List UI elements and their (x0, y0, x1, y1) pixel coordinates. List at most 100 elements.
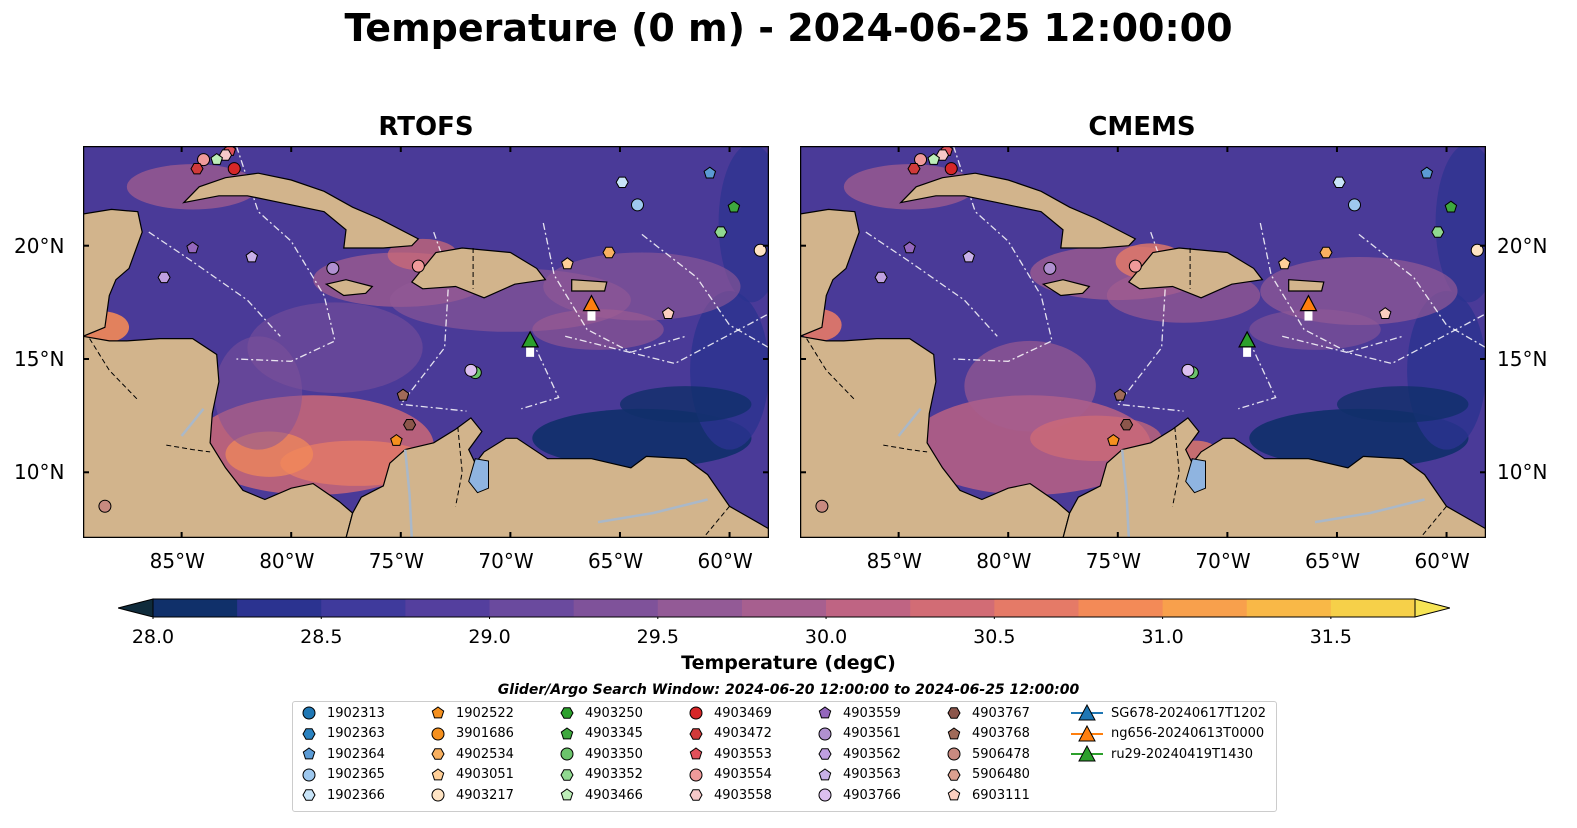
circle-marker-icon (689, 706, 703, 720)
legend-entry: 4903768 (942, 725, 1030, 743)
pentagon-marker-icon (689, 747, 703, 760)
cmems-land-cuba (899, 172, 1137, 249)
pentagon-marker (818, 706, 832, 719)
legend-entry: 4903562 (813, 745, 901, 763)
lon-tick-label-right: 70°W (1195, 549, 1251, 573)
circle-marker-icon (302, 706, 316, 720)
legend-entry: 4903558 (684, 786, 772, 804)
pentagon-marker (818, 767, 832, 780)
hexagon-marker (431, 748, 445, 760)
hexagon-marker (302, 727, 316, 740)
lat-tick-label-left: 10°N (14, 460, 65, 485)
pentagon-marker (431, 767, 445, 780)
lon-tick-label-right: 75°W (1085, 549, 1142, 573)
circle-marker-icon (560, 747, 574, 761)
cmems-ticks (800, 146, 1486, 538)
lat-tick-label-right: 15°N (1497, 346, 1548, 371)
hexagon-marker-icon (560, 768, 574, 781)
hexagon-marker (302, 789, 316, 801)
legend-entry: SG678-20240617T1202 (1071, 704, 1266, 722)
legend-label: 4903559 (843, 705, 901, 721)
rtofs-glider-track-ru29-20240419T1430 (526, 342, 535, 357)
legend-label: 4903766 (843, 787, 901, 803)
circle-marker (302, 768, 316, 781)
legend-entry: 4903554 (684, 766, 772, 784)
triangle-line-marker-icon (1071, 745, 1103, 762)
cmems-float-4903766 (1181, 363, 1195, 377)
legend-label: 1902313 (327, 705, 385, 721)
legend-label: 4903558 (714, 787, 772, 803)
hexagon-marker-icon (689, 727, 703, 740)
cmems-float-4903767 (1120, 419, 1134, 431)
rtofs-float-4903767 (403, 419, 417, 431)
lon-tick-label-left: 80°W (259, 549, 315, 573)
pentagon-marker (947, 788, 961, 801)
legend-entry: 5906480 (942, 766, 1030, 784)
hexagon-marker-icon (431, 748, 445, 760)
rtofs-glider-track-ng656-20240613T0000 (587, 306, 596, 321)
colorbar-tick-label: 28.0 (131, 626, 175, 648)
rtofs-float-4902534 (602, 246, 616, 259)
legend-entry: 4903217 (426, 786, 514, 804)
colorbar-segment (489, 599, 575, 617)
circle-marker (431, 788, 445, 802)
pentagon-marker-icon (560, 788, 574, 801)
circle-marker-icon (431, 788, 445, 802)
circle-marker-icon (689, 768, 703, 781)
legend-label: 4903051 (456, 767, 514, 782)
colorbar-segment (405, 599, 491, 617)
colorbar-segment (657, 599, 743, 617)
legend-label: 6903111 (972, 787, 1030, 803)
legend-entry: 4903345 (555, 725, 643, 743)
cmems-glider-ru29-20240419T1430 (1238, 330, 1257, 348)
legend-label: 1902365 (327, 767, 385, 782)
legend-label: SG678-20240617T1202 (1111, 705, 1267, 721)
lon-tick-label-right: 80°W (976, 549, 1032, 573)
cmems-float-4903472 (907, 163, 921, 175)
colorbar-segment (741, 599, 827, 617)
hexagon-marker (560, 768, 574, 781)
legend-entry: 4902534 (426, 745, 514, 763)
pentagon-marker-icon (431, 706, 445, 719)
circle-marker-icon (947, 747, 961, 761)
pentagon-marker-icon (947, 726, 961, 739)
pentagon-marker (947, 726, 961, 739)
rtofs-float-4903466 (210, 152, 223, 165)
rtofs-glider-ng656-20240613T0000 (582, 294, 601, 312)
hexagon-marker (818, 748, 832, 760)
rtofs-float-1902365 (630, 198, 644, 212)
pentagon-marker-icon (818, 706, 832, 719)
colorbar-tick-label: 31.0 (1141, 626, 1184, 648)
legend-label: 4903217 (456, 787, 514, 803)
cmems-float-1902364 (1420, 166, 1434, 179)
colorbar-label: Temperature (degC) (681, 652, 896, 674)
legend-label: 4903554 (714, 767, 772, 782)
hexagon-marker-icon (302, 727, 316, 740)
rtofs-float-1902364 (703, 166, 717, 179)
cmems-float-5906478 (815, 499, 829, 513)
circle-marker-icon (818, 788, 832, 802)
colorbar-segment (573, 599, 659, 617)
panel-title-rtofs: RTOFS (378, 112, 474, 142)
legend-label: 4903472 (714, 726, 772, 741)
hexagon-marker (947, 768, 961, 781)
triangle-line-marker-icon (1071, 724, 1103, 741)
circle-marker-icon (431, 727, 445, 740)
colorbar-segment (1162, 599, 1248, 617)
legend-entry: 4903466 (555, 786, 643, 804)
legend-label: 1902363 (327, 726, 385, 741)
colorbar-segment (826, 599, 911, 617)
rtofs-float-1902522 (390, 433, 403, 446)
rtofs-float-4903563 (245, 250, 259, 263)
rtofs-float-4903562 (157, 271, 171, 284)
cmems-lake (1185, 458, 1206, 494)
circle-marker (560, 747, 574, 761)
hexagon-marker (947, 707, 961, 719)
hexagon-marker-icon (689, 789, 703, 801)
search-window-text: Glider/Argo Search Window: 2024-06-20 12… (497, 682, 1080, 698)
circle-marker (302, 706, 316, 720)
circle-marker (818, 788, 832, 802)
map-panel-rtofs[interactable] (83, 146, 769, 538)
map-panel-cmems[interactable] (800, 146, 1486, 538)
pentagon-marker (431, 706, 445, 719)
